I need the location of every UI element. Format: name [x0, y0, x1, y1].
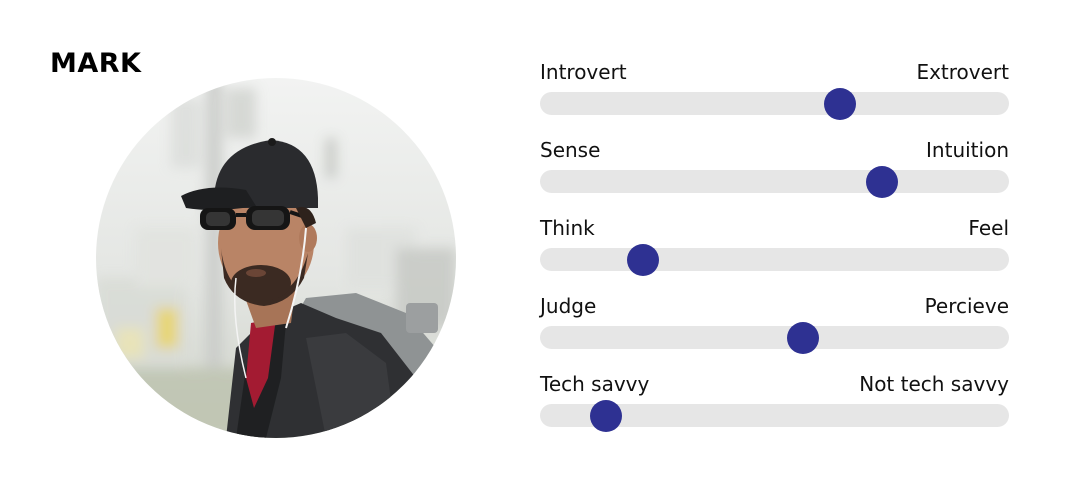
slider-knob[interactable] — [627, 243, 660, 276]
personality-sliders: Introvert Extrovert Sense Intuition Thin… — [540, 58, 1009, 448]
trait-slider-think-feel: Think Feel — [540, 214, 1009, 292]
trait-left-label: Judge — [540, 294, 597, 318]
trait-slider-tech-savvy: Tech savvy Not tech savvy — [540, 370, 1009, 448]
trait-left-label: Tech savvy — [540, 372, 650, 396]
slider-track — [540, 321, 1009, 354]
slider-knob[interactable] — [866, 165, 899, 198]
slider-knob[interactable] — [824, 87, 857, 120]
persona-photo — [96, 78, 456, 438]
trait-right-label: Intuition — [926, 138, 1009, 162]
trait-left-label: Introvert — [540, 60, 627, 84]
slider-track — [540, 87, 1009, 120]
trait-slider-judge-percieve: Judge Percieve — [540, 292, 1009, 370]
slider-track — [540, 399, 1009, 432]
trait-right-label: Feel — [968, 216, 1009, 240]
slider-knob[interactable] — [786, 321, 819, 354]
trait-right-label: Percieve — [924, 294, 1009, 318]
trait-slider-sense-intuition: Sense Intuition — [540, 136, 1009, 214]
slider-knob[interactable] — [589, 399, 622, 432]
trait-left-label: Sense — [540, 138, 601, 162]
trait-right-label: Extrovert — [916, 60, 1009, 84]
trait-right-label: Not tech savvy — [859, 372, 1009, 396]
trait-left-label: Think — [540, 216, 595, 240]
persona-name: MARK — [50, 48, 142, 79]
trait-slider-introvert-extrovert: Introvert Extrovert — [540, 58, 1009, 136]
slider-track — [540, 243, 1009, 276]
slider-track — [540, 165, 1009, 198]
